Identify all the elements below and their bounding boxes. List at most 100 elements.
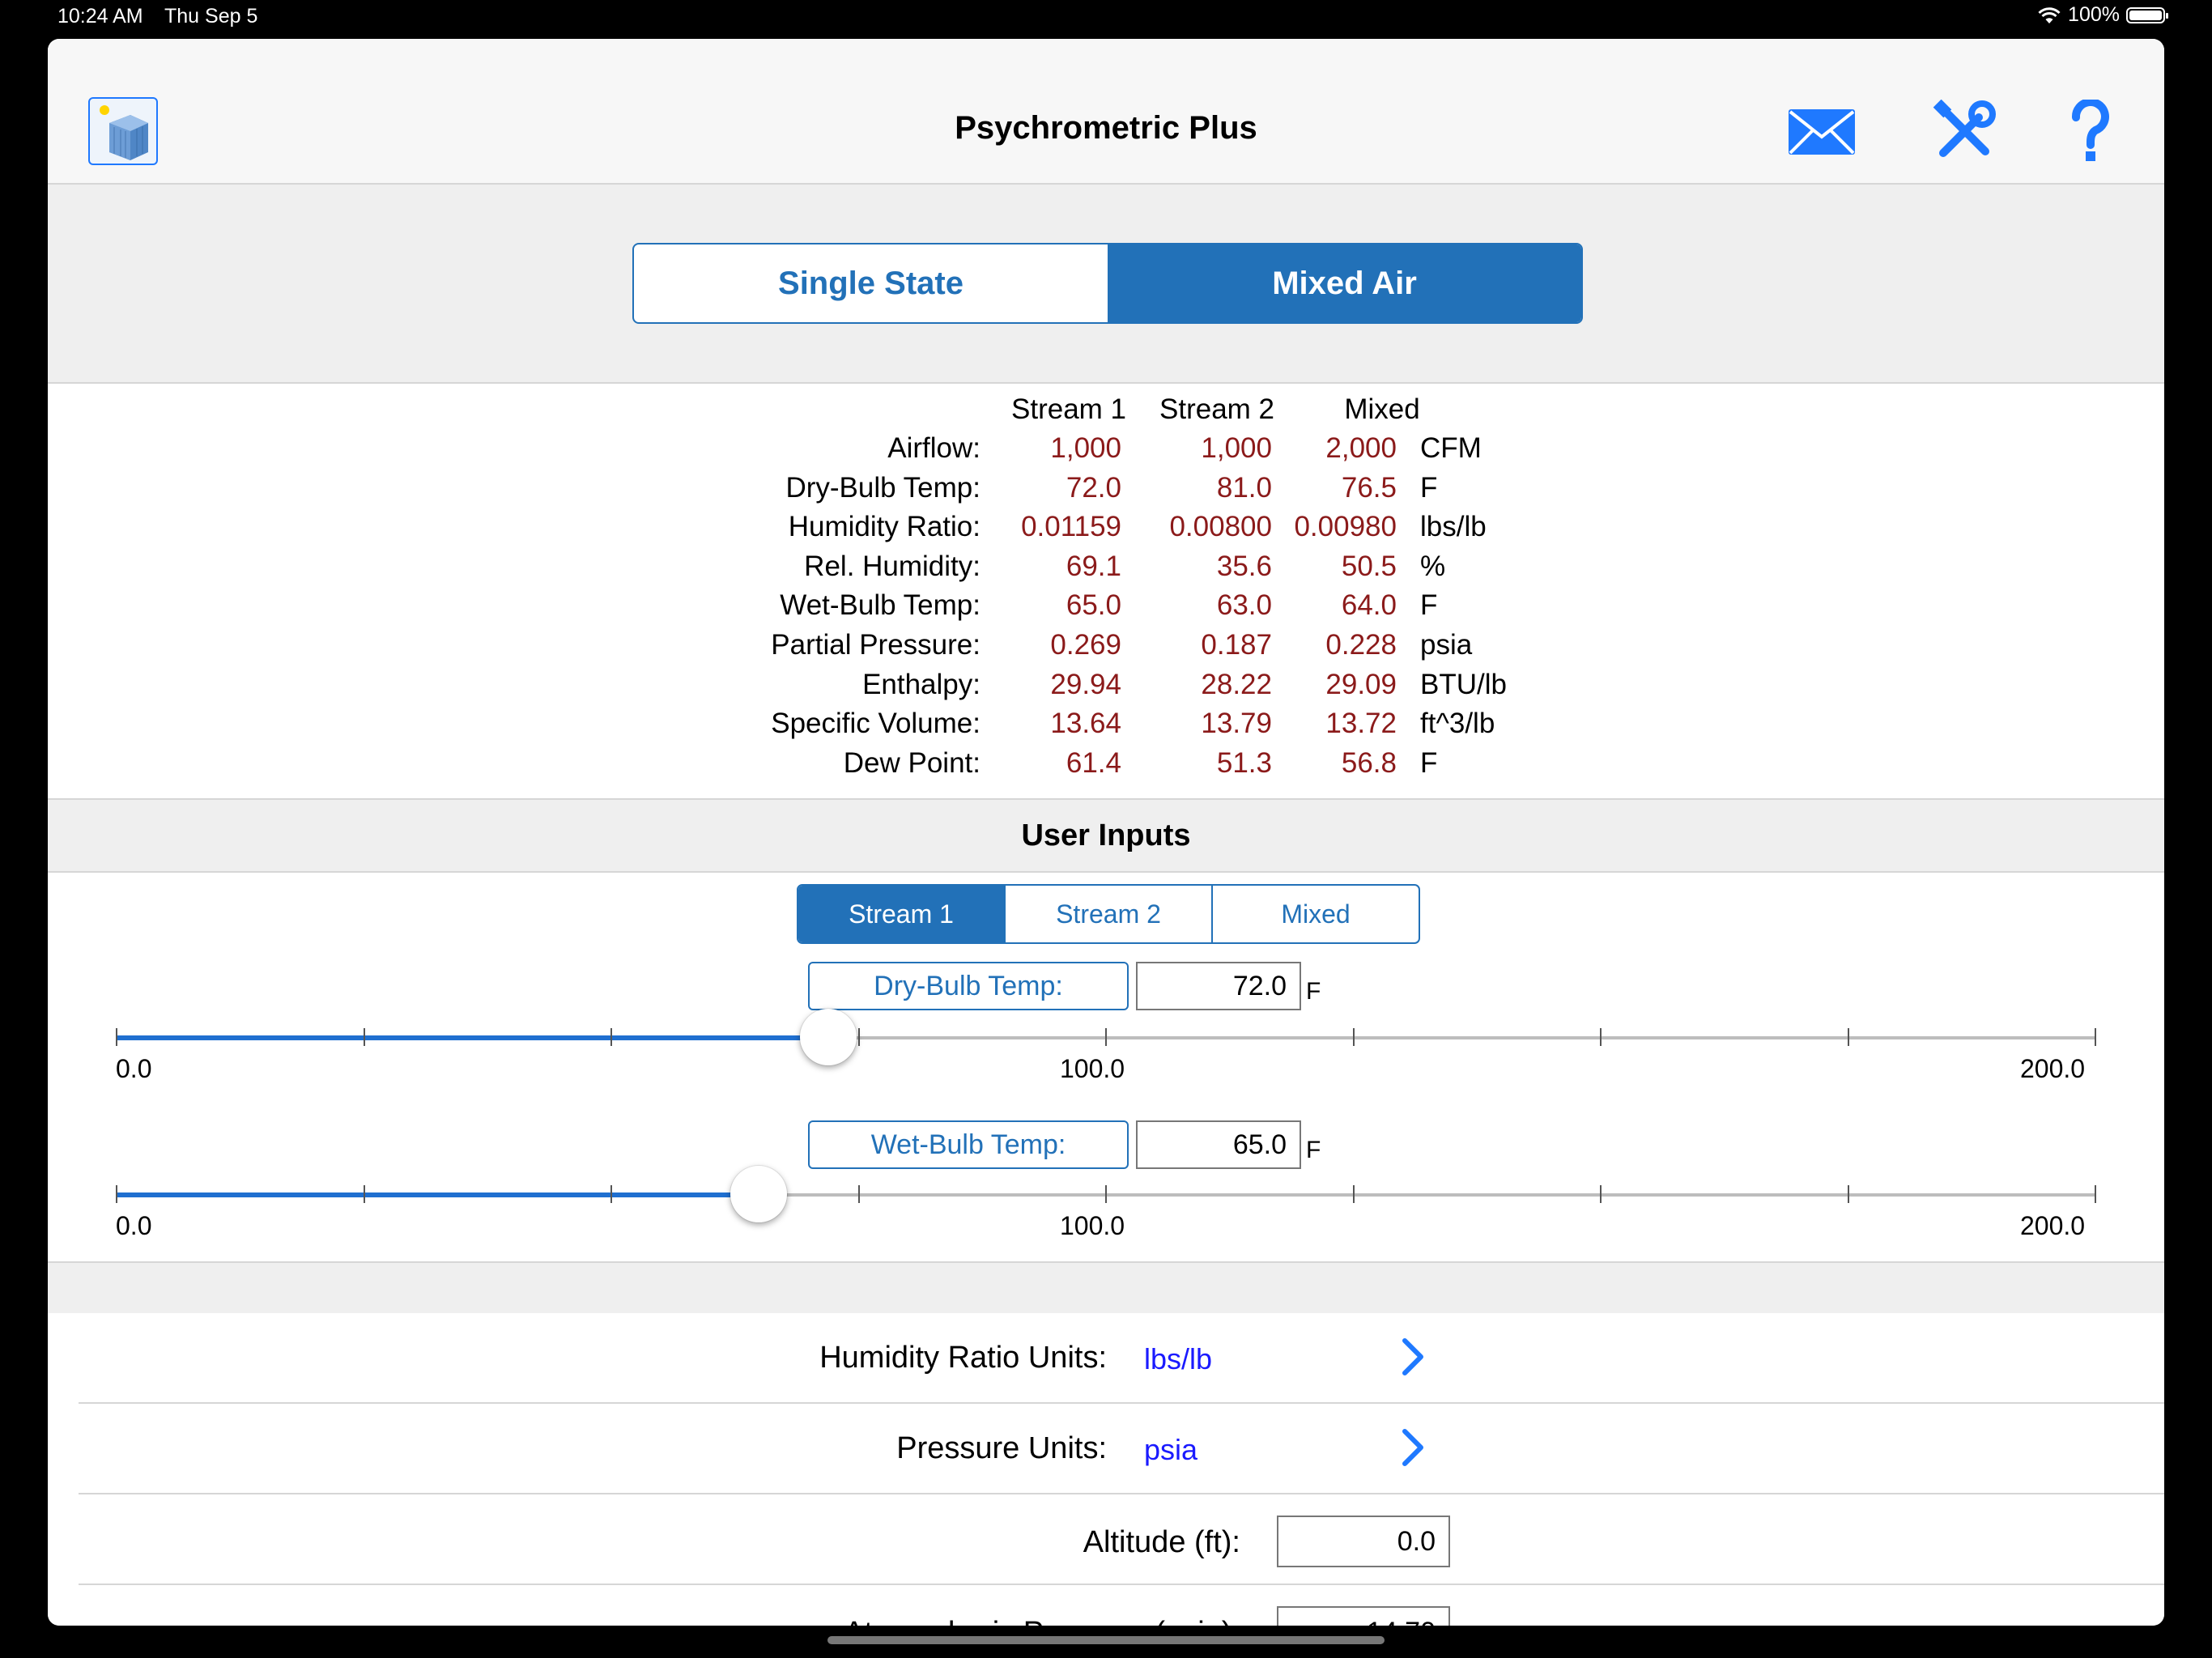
status-bar: 10:24 AM Thu Sep 5 100%: [0, 0, 2212, 36]
stream-segmented-control: Stream 1 Stream 2 Mixed: [797, 884, 1420, 944]
mixed-value: 64.0: [1341, 589, 1397, 621]
dry-bulb-slider-max: 200.0: [2020, 1054, 2086, 1083]
unit-label: F: [1420, 472, 1438, 504]
tab-mixed-air[interactable]: Mixed Air: [1108, 244, 1581, 322]
atmospheric-pressure-row: Atmospheric Pressure (psia): 14.70: [79, 1585, 2164, 1626]
slider-tick: [1353, 1185, 1355, 1203]
mixed-value: 0.228: [1325, 629, 1397, 661]
atmospheric-pressure-input[interactable]: 14.70: [1277, 1606, 1450, 1626]
atmospheric-pressure-label: Atmospheric Pressure (psia):: [844, 1616, 1240, 1626]
slider-tick: [610, 1185, 612, 1203]
unit-label: psia: [1420, 629, 1473, 661]
slider-tick: [2095, 1028, 2096, 1046]
slider-tick: [1600, 1028, 1602, 1046]
dry-bulb-temp-input[interactable]: 72.0: [1136, 962, 1301, 1010]
app-window: Psychrometric Plus: [48, 39, 2164, 1626]
mixed-value: 50.5: [1341, 551, 1397, 582]
results-table: Stream 1 Stream 2 Mixed Airflow: 1,000 1,0…: [48, 384, 2164, 798]
stream-2-value: 63.0: [1216, 589, 1272, 621]
humidity-ratio-units-value: lbs/lb: [1144, 1342, 1213, 1375]
slider-tick: [364, 1185, 365, 1203]
row-label: Partial Pressure:: [771, 629, 981, 661]
tab-mixed[interactable]: Mixed: [1211, 886, 1419, 942]
pressure-units-label: Pressure Units:: [896, 1431, 1107, 1465]
mixed-value: 76.5: [1341, 472, 1397, 504]
wet-bulb-slider-min: 0.0: [116, 1211, 152, 1240]
stream-1-value: 29.94: [1050, 669, 1121, 700]
pressure-units-row[interactable]: Pressure Units: psia: [79, 1404, 2164, 1494]
stream-2-value: 0.00800: [1169, 511, 1272, 542]
pressure-units-value: psia: [1144, 1433, 1198, 1466]
column-header-mixed: Mixed: [1344, 393, 1420, 425]
battery-icon: [2126, 6, 2168, 23]
tab-stream-1[interactable]: Stream 1: [798, 886, 1004, 942]
wifi-icon: [2038, 6, 2061, 23]
wet-bulb-slider-mid: 100.0: [1060, 1211, 1125, 1240]
slider-tick: [116, 1028, 117, 1046]
mode-segmented-control: Single State Mixed Air: [632, 243, 1583, 324]
row-label: Dry-Bulb Temp:: [785, 472, 981, 504]
altitude-label: Altitude (ft):: [1083, 1525, 1240, 1559]
wet-bulb-temp-input[interactable]: 65.0: [1136, 1120, 1301, 1169]
unit-label: F: [1420, 589, 1438, 621]
mixed-value: 13.72: [1325, 708, 1397, 739]
help-icon: [2072, 100, 2109, 161]
status-right: 100%: [2037, 3, 2168, 27]
settings-tools-button[interactable]: [1928, 96, 2001, 168]
user-inputs-title: User Inputs: [1021, 818, 1191, 852]
wet-bulb-slider-max: 200.0: [2020, 1211, 2086, 1240]
slider-tick: [1848, 1185, 1849, 1203]
dry-bulb-slider[interactable]: [116, 1009, 2096, 1065]
row-label: Enthalpy:: [862, 669, 981, 700]
dry-bulb-temp-button[interactable]: Dry-Bulb Temp:: [808, 962, 1129, 1010]
slider-fill: [116, 1192, 759, 1197]
slider-tick: [858, 1185, 860, 1203]
help-button[interactable]: [2054, 96, 2127, 168]
slider-tick: [610, 1028, 612, 1046]
chevron-right-icon: [1402, 1338, 1423, 1375]
row-label: Specific Volume:: [771, 708, 981, 739]
slider-fill: [116, 1035, 828, 1040]
stream-2-value: 35.6: [1216, 551, 1272, 582]
stream-2-value: 1,000: [1201, 432, 1272, 464]
mail-button[interactable]: [1785, 96, 1858, 168]
mail-icon: [1789, 109, 1855, 155]
dry-bulb-slider-min: 0.0: [116, 1054, 152, 1083]
nav-bar: Psychrometric Plus: [48, 39, 2164, 185]
slider-tick: [1105, 1185, 1107, 1203]
unit-label: CFM: [1420, 432, 1482, 464]
tab-single-state[interactable]: Single State: [778, 265, 963, 301]
mixed-value: 0.00980: [1294, 511, 1397, 542]
unit-label: ft^3/lb: [1420, 708, 1495, 739]
stream-1-value: 0.01159: [1021, 511, 1121, 542]
altitude-input[interactable]: 0.0: [1277, 1516, 1450, 1567]
slider-tick: [1353, 1028, 1355, 1046]
wet-bulb-slider[interactable]: [116, 1166, 2096, 1222]
humidity-ratio-units-row[interactable]: Humidity Ratio Units: lbs/lb: [79, 1313, 2164, 1404]
slider-thumb[interactable]: [799, 1009, 857, 1065]
wet-bulb-unit: F: [1306, 1137, 1321, 1163]
tab-stream-2[interactable]: Stream 2: [1004, 886, 1211, 942]
home-indicator[interactable]: [827, 1636, 1385, 1644]
stream-1-value: 69.1: [1066, 551, 1121, 582]
chevron-right-icon: [1402, 1429, 1423, 1466]
stream-1-value: 72.0: [1066, 472, 1121, 504]
battery-percent: 100%: [2068, 3, 2120, 26]
unit-label: F: [1420, 747, 1438, 779]
stream-1-value: 13.64: [1050, 708, 1121, 739]
status-time: 10:24 AM: [57, 5, 143, 28]
unit-label: %: [1420, 551, 1446, 582]
wet-bulb-temp-button[interactable]: Wet-Bulb Temp:: [808, 1120, 1129, 1169]
app-logo-icon[interactable]: [88, 97, 158, 165]
slider-tick: [1848, 1028, 1849, 1046]
slider-thumb[interactable]: [730, 1166, 788, 1222]
stream-2-value: 28.22: [1201, 669, 1272, 700]
row-label: Humidity Ratio:: [788, 511, 981, 542]
tools-icon: [1933, 100, 1996, 157]
settings-list: Humidity Ratio Units: lbs/lb Pressure Un…: [48, 1313, 2164, 1626]
slider-tick: [1600, 1185, 1602, 1203]
altitude-row: Altitude (ft): 0.0: [79, 1494, 2164, 1585]
user-inputs-panel: Stream 1 Stream 2 Mixed Dry-Bulb Temp: 7…: [48, 873, 2164, 1261]
column-header-stream-1: Stream 1: [1011, 393, 1126, 425]
humidity-ratio-units-label: Humidity Ratio Units:: [819, 1341, 1107, 1375]
